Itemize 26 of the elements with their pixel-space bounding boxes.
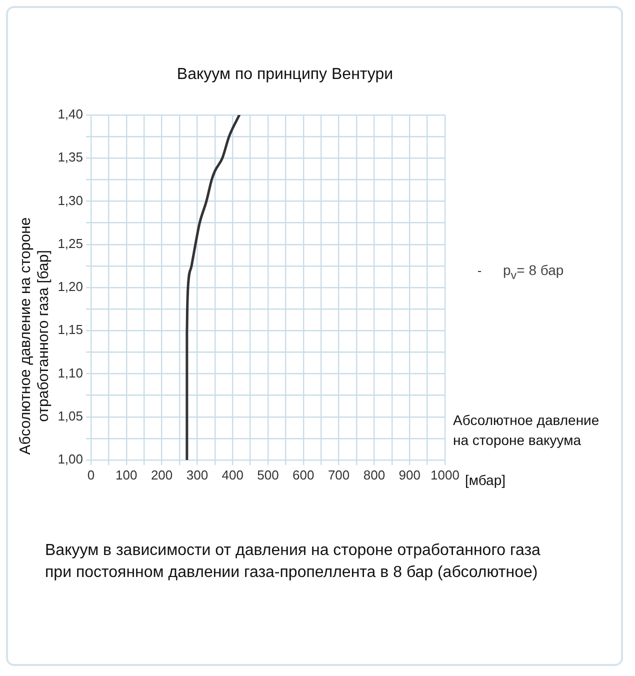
x-tick-label: 200 — [150, 467, 173, 482]
text: Вакуум в зависимости от давления на стороне отработанного газа при постоянном давлении газа-пропеллента в 8 бар (абсолютное) — [45, 541, 542, 583]
x-tick-label: 900 — [398, 467, 420, 482]
x-axis-title: Абсолютное давление на стороне вакуума — [453, 411, 600, 450]
x-tick-label: 600 — [292, 467, 314, 482]
y-tick-label: 1,10 — [58, 365, 83, 380]
y-tick-label: 1,15 — [58, 322, 83, 338]
x-tick-label: 800 — [363, 467, 386, 482]
x-tick-label: 0 — [87, 467, 95, 482]
y-tick-label: 1,40 — [58, 106, 83, 122]
y-tick-label: 1,05 — [58, 408, 83, 424]
x-tick-label: 300 — [186, 467, 208, 482]
y-tick-label: 1,20 — [58, 279, 83, 294]
x-tick-label: 400 — [222, 467, 244, 482]
x-tick-label: 700 — [328, 467, 350, 482]
chart-title: Вакуум по принципу Вентури — [176, 66, 394, 84]
y-axis-title: Абсолютное давление на стороне отработанного газа [бар] — [17, 216, 53, 457]
y-tick-label: 1,35 — [58, 150, 83, 165]
x-tick-label: 500 — [257, 467, 279, 482]
y-tick-label: 1,25 — [58, 236, 83, 251]
x-tick-label: 1000 — [430, 467, 460, 482]
x-tick-label: 100 — [116, 467, 138, 482]
text: [мбар] — [465, 472, 506, 488]
y-tick-label: 1,00 — [58, 452, 83, 467]
legend-label: p$_{v}$= 8 бар — [503, 262, 564, 282]
y-tick-label: 1,30 — [58, 192, 83, 208]
